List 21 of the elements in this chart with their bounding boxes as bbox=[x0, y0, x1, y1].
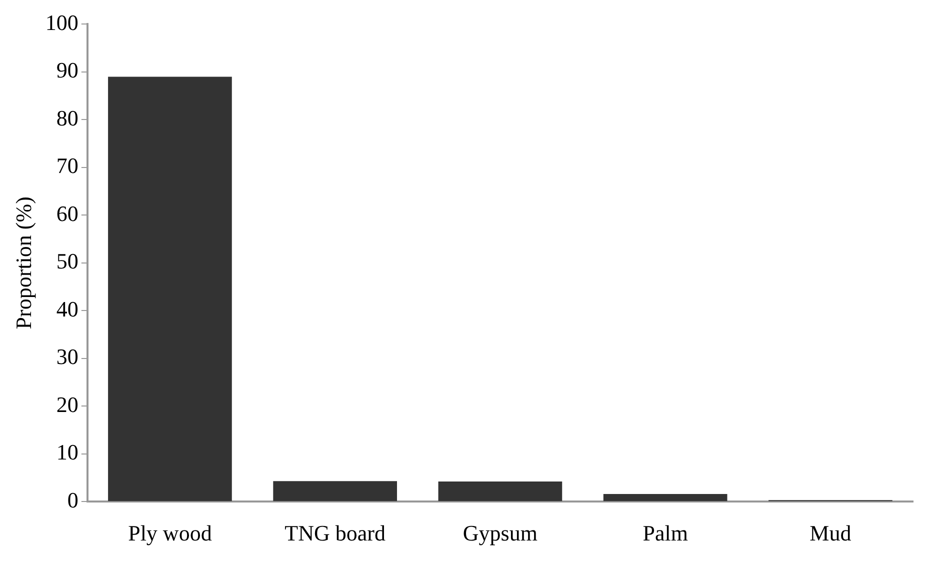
y-tick-label: 100 bbox=[45, 10, 78, 35]
y-tick-label: 90 bbox=[56, 58, 78, 83]
x-tick-label: Ply wood bbox=[128, 520, 212, 546]
y-tick-label: 60 bbox=[56, 200, 78, 226]
x-tick-label: TNG board bbox=[284, 520, 386, 546]
y-tick-label: 70 bbox=[56, 153, 78, 178]
x-tick-label: Gypsum bbox=[462, 520, 538, 546]
y-tick-label: 0 bbox=[67, 487, 78, 512]
bar bbox=[273, 481, 397, 502]
y-tick-label: 50 bbox=[56, 248, 78, 274]
y-axis-title: Proportion (%) bbox=[10, 196, 36, 330]
y-tick-label: 10 bbox=[56, 440, 78, 465]
bar bbox=[438, 482, 562, 502]
y-tick-label: 20 bbox=[56, 392, 78, 417]
bar bbox=[603, 494, 728, 502]
y-tick-label: 80 bbox=[56, 105, 78, 130]
x-tick-label: Mud bbox=[810, 520, 852, 546]
x-tick-label: Palm bbox=[642, 520, 688, 546]
bar bbox=[108, 76, 232, 502]
y-tick-label: 30 bbox=[56, 344, 78, 370]
y-tick-label: 40 bbox=[56, 296, 78, 322]
